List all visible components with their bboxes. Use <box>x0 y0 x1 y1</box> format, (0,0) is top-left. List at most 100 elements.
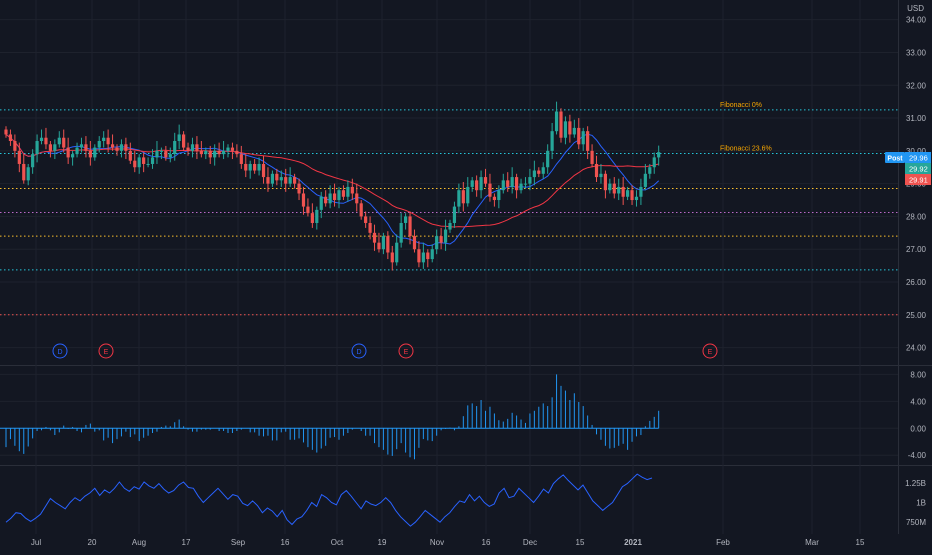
histogram-tick-label: 8.00 <box>910 370 926 379</box>
candle <box>226 147 230 151</box>
candle <box>457 190 461 207</box>
prev-price-value: 29.91 <box>909 176 928 185</box>
candle <box>22 163 26 181</box>
time-tick-label: Mar <box>805 538 819 547</box>
candle <box>355 193 359 204</box>
candle <box>577 127 581 145</box>
candle <box>581 131 585 145</box>
candle <box>164 150 168 158</box>
candle <box>475 180 479 191</box>
candle <box>204 150 208 155</box>
histogram-series[interactable] <box>0 374 660 460</box>
candle <box>364 216 368 223</box>
prev-price-tag <box>905 174 931 185</box>
candle <box>31 154 35 168</box>
candle <box>208 150 212 158</box>
histogram-tick-label: 0.00 <box>910 424 926 433</box>
candle <box>594 163 599 178</box>
fibonacci-levels[interactable]: Fibonacci 0% Fibonacci 23.6% <box>0 102 898 316</box>
candle <box>603 173 607 191</box>
post-badge-label: Post <box>887 156 903 163</box>
candle <box>492 196 496 201</box>
time-tick-label: Sep <box>231 538 246 547</box>
candle <box>381 236 385 250</box>
last-price-value: 29.92 <box>909 165 928 174</box>
candle <box>119 144 124 151</box>
candle <box>110 144 115 148</box>
event-marker-label: E <box>404 349 409 356</box>
candle <box>652 157 656 168</box>
candle <box>395 242 399 263</box>
candle <box>248 163 252 171</box>
time-tick-label: Aug <box>132 538 146 547</box>
candle <box>26 167 30 181</box>
candle <box>559 111 563 138</box>
candle <box>133 160 137 168</box>
candle <box>546 150 550 168</box>
volume-line-series[interactable] <box>5 473 653 527</box>
candle <box>470 180 474 187</box>
candle <box>297 183 301 194</box>
candle <box>239 154 243 164</box>
price-tick-label: 25.00 <box>906 311 927 320</box>
candle <box>279 177 283 181</box>
candle <box>17 150 21 164</box>
candle <box>372 232 377 243</box>
candle <box>626 190 630 197</box>
candle <box>332 193 337 201</box>
histogram-tick-label: 4.00 <box>910 397 926 406</box>
time-tick-label: 20 <box>88 538 97 547</box>
candle <box>177 134 181 142</box>
time-tick-label: Feb <box>716 538 730 547</box>
dividend-marker <box>52 343 68 359</box>
candle <box>288 177 292 184</box>
candle <box>13 141 17 151</box>
candle <box>532 170 536 178</box>
candle <box>479 177 483 191</box>
candle <box>84 144 88 151</box>
time-tick-label: Oct <box>331 538 344 547</box>
time-axis[interactable]: Jul 20 Aug 17 Sep 16 Oct 19 Nov 16 Dec 15 2021 Feb Mar… <box>31 538 865 547</box>
candle <box>421 252 425 263</box>
candle <box>195 144 199 151</box>
candle <box>612 183 616 194</box>
candle <box>115 147 119 151</box>
candle <box>617 186 621 194</box>
moving-average-line <box>5 134 659 228</box>
earnings-marker <box>702 343 718 359</box>
candle <box>79 144 84 148</box>
candle <box>350 186 354 194</box>
candle <box>488 183 492 197</box>
candle <box>599 173 603 178</box>
candle <box>386 236 390 253</box>
candle <box>608 183 612 191</box>
time-tick-label: Nov <box>430 538 444 547</box>
candle <box>190 144 195 151</box>
volume-tick-label: 1B <box>916 498 926 507</box>
candle <box>142 157 146 164</box>
candle <box>199 150 203 155</box>
candlestick-series[interactable] <box>4 101 661 271</box>
candle <box>523 183 528 185</box>
candle <box>568 121 572 135</box>
price-tick-label: 30.00 <box>906 147 927 156</box>
candle <box>368 222 372 233</box>
time-tick-label: Jul <box>31 538 41 547</box>
candle <box>452 206 457 223</box>
candle <box>528 177 532 184</box>
earnings-marker <box>98 343 114 359</box>
price-tags: Post 29.96 29.92 29.91 <box>885 152 931 185</box>
candle <box>137 157 141 168</box>
candle <box>519 183 523 191</box>
candle <box>182 134 186 148</box>
time-tick-label: 2021 <box>624 538 642 547</box>
candle <box>66 147 70 158</box>
candle <box>337 190 341 201</box>
event-marker-label: E <box>708 349 713 356</box>
candle <box>213 150 217 158</box>
candle <box>128 150 132 161</box>
candle <box>35 141 39 155</box>
